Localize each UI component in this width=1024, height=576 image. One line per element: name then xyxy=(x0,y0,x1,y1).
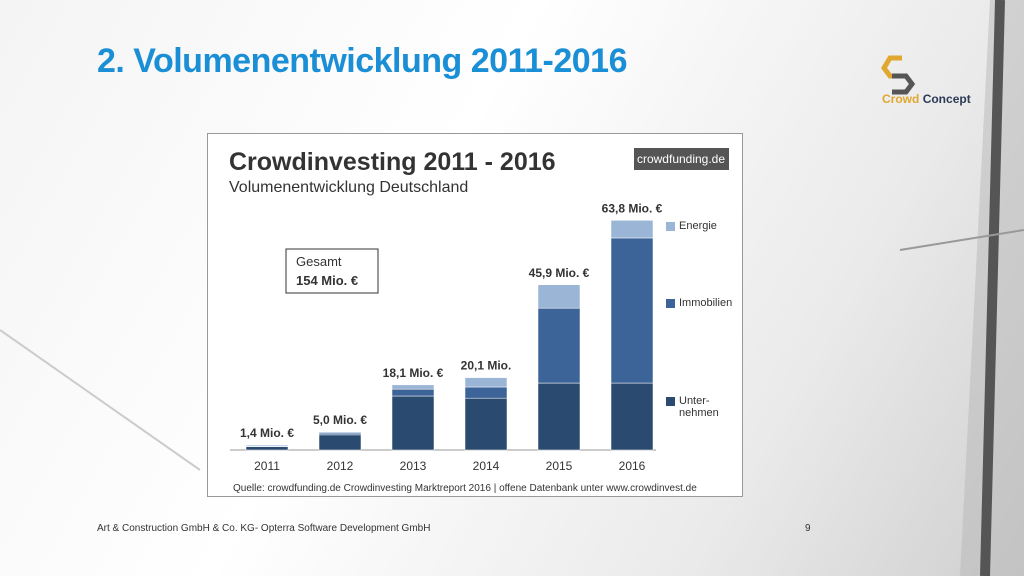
bar-segment xyxy=(318,431,362,434)
x-tick-label: 2015 xyxy=(546,459,573,473)
total-label: 18,1 Mio. € xyxy=(383,366,444,380)
bar-segment xyxy=(464,386,508,399)
bar-segment xyxy=(610,220,654,239)
bar-segment xyxy=(318,434,362,451)
legend-entry: Immobilien xyxy=(679,297,733,309)
bar-segment xyxy=(391,388,435,397)
total-label: 45,9 Mio. € xyxy=(529,266,590,280)
x-tick-label: 2011 xyxy=(254,459,280,473)
x-tick-label: 2012 xyxy=(327,459,354,473)
chart: Crowdinvesting 2011 - 2016 Volumenentwic… xyxy=(229,148,729,494)
total-label: 63,8 Mio. € xyxy=(602,201,663,215)
badge-text: crowdfunding.de xyxy=(637,152,725,166)
bar-segment xyxy=(610,237,654,384)
bar-segment xyxy=(245,446,289,451)
total-box xyxy=(285,248,379,294)
bar-segment xyxy=(464,397,508,451)
legend-entry: Unter- nehmen xyxy=(679,395,719,419)
bar-segment xyxy=(318,432,362,436)
badge xyxy=(634,148,729,170)
bar-segment xyxy=(537,382,581,451)
total-box-label: Gesamt xyxy=(296,254,342,269)
chart-panel: Crowdinvesting 2011 - 2016 Volumenentwic… xyxy=(207,133,743,497)
bar-segment xyxy=(464,377,508,388)
source: Quelle: crowdfunding.de Crowdinvesting M… xyxy=(233,483,697,494)
chart-title: Crowdinvesting 2011 - 2016 xyxy=(229,148,556,176)
footer: Art & Construction GmbH & Co. KG- Opterr… xyxy=(97,523,431,534)
legend-entry: Energie xyxy=(679,220,717,232)
x-tick-label: 2014 xyxy=(473,459,500,473)
bar-segment xyxy=(245,444,289,447)
x-tick-label: 2016 xyxy=(619,459,646,473)
x-tick-label: 2013 xyxy=(400,459,427,473)
logo-word: Concept xyxy=(922,92,971,106)
bar-segment xyxy=(537,307,581,384)
page-number: 9 xyxy=(805,523,811,534)
legend-swatch xyxy=(666,299,675,308)
bar-segment xyxy=(391,384,435,390)
slide-title: 2. Volumenentwicklung 2011-2016 xyxy=(97,42,627,80)
total-label: 5,0 Mio. € xyxy=(313,413,367,427)
chart-subtitle: Volumenentwicklung Deutschland xyxy=(229,179,468,196)
bar-segment xyxy=(537,284,581,309)
bar-segment xyxy=(610,382,654,451)
legend-swatch xyxy=(666,222,675,231)
legend-swatch xyxy=(666,397,675,406)
logo-icon xyxy=(880,55,916,95)
total-label: 20,1 Mio. xyxy=(461,359,512,373)
total-box-value: 154 Mio. € xyxy=(296,273,358,288)
logo-text: Crowd Concept xyxy=(882,92,971,106)
bar-segment xyxy=(391,395,435,451)
logo-word: Crowd xyxy=(882,92,920,106)
total-label: 1,4 Mio. € xyxy=(240,426,294,440)
